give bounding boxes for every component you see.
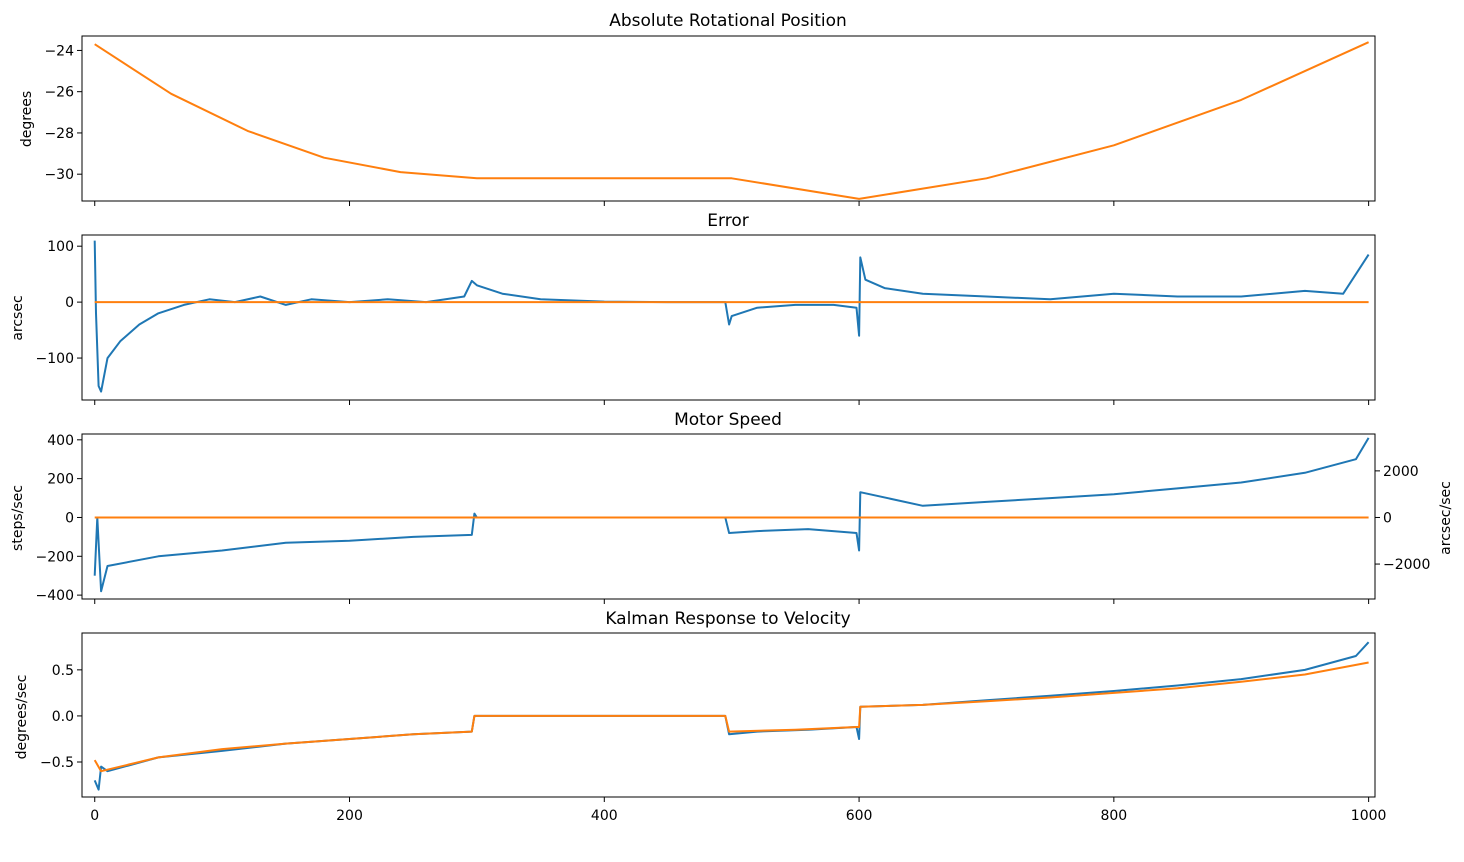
kalman-ytick-label: 0.5 [52,663,74,679]
subplot-kalman: Kalman Response to Velocity degrees/sec … [14,609,1386,824]
position-ytick-label: −28 [44,126,74,142]
kalman-xtick-label: 1000 [1351,808,1387,824]
subplot-position-ylabel: degrees [19,91,35,147]
kalman-xtick-label: 800 [1100,808,1127,824]
kalman-ytick-label: −0.5 [40,755,74,771]
motor-speed-series-1-line [93,437,1370,593]
subplot-kalman-title: Kalman Response to Velocity [605,609,850,629]
position-ytick-label: −26 [44,85,74,101]
subplot-position-plot: −24 −26 −28 −30 [44,35,1376,206]
motor-speed-y2tick-label: −2000 [1383,557,1430,573]
subplot-kalman-plot: 0.5 0.0 −0.5 0 200 400 600 800 1000 [40,632,1387,824]
subplot-motor-speed-title: Motor Speed [674,410,782,430]
subplot-error-plot: 100 0 −100 [36,234,1376,405]
subplot-motor-speed-ylabel-right: arcsec/sec [1438,481,1454,555]
error-ytick-label: 100 [47,239,74,255]
position-ytick-label: −30 [44,167,74,183]
subplot-motor-speed-ylabel: steps/sec [10,485,26,551]
subplot-position-title: Absolute Rotational Position [609,11,847,31]
subplot-motor-speed: Motor Speed steps/sec arcsec/sec 4002000… [10,410,1454,604]
error-ytick-label: 0 [65,295,74,311]
kalman-xtick-label: 200 [336,808,363,824]
kalman-xtick-label: 600 [846,808,873,824]
motor-speed-ytick-label: −400 [36,588,74,604]
motor-speed-ytick-label: 200 [47,472,74,488]
position-ytick-label: −24 [44,43,74,59]
motor-speed-ytick-label: −200 [36,549,74,565]
motor-speed-axes-frame [81,433,1376,600]
motor-speed-y2tick-label: 2000 [1383,464,1419,480]
kalman-series-1-line [93,641,1370,791]
subplot-error-title: Error [707,211,748,231]
kalman-series-2-line [93,661,1369,773]
subplot-kalman-ylabel: degrees/sec [14,675,30,760]
kalman-xtick-label: 400 [591,808,618,824]
error-series-1-line [93,240,1370,393]
position-series-1-line [94,41,1370,200]
kalman-axes-frame [81,632,1376,798]
subplot-error: Error arcsec 100 0 −100 [10,211,1376,405]
subplot-error-ylabel: arcsec [10,295,26,340]
kalman-xtick-label: 0 [90,808,99,824]
motor-speed-y2tick-label: 0 [1383,510,1392,526]
position-axes-frame [81,35,1376,202]
error-ytick-label: −100 [36,351,74,367]
kalman-ytick-label: 0.0 [52,709,74,725]
motor-speed-ytick-label: 400 [47,433,74,449]
error-axes-frame [81,234,1376,401]
motor-speed-ytick-label: 0 [65,510,74,526]
subplot-position: Absolute Rotational Position degrees −24… [19,11,1376,206]
